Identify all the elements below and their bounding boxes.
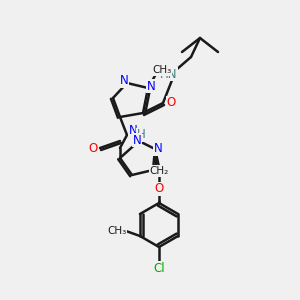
Text: N: N <box>147 80 155 92</box>
Text: Cl: Cl <box>153 262 165 275</box>
Text: O: O <box>154 182 164 196</box>
Text: N: N <box>133 134 141 146</box>
Text: CH₃: CH₃ <box>152 65 172 75</box>
Text: O: O <box>88 142 98 154</box>
Text: N: N <box>154 142 162 155</box>
Text: CH₃: CH₃ <box>107 226 127 236</box>
Text: HN: HN <box>160 68 178 80</box>
Text: H: H <box>136 128 146 142</box>
Text: O: O <box>167 97 176 110</box>
Text: CH₂: CH₂ <box>149 166 169 176</box>
Text: N: N <box>120 74 128 88</box>
Text: N: N <box>129 124 137 137</box>
